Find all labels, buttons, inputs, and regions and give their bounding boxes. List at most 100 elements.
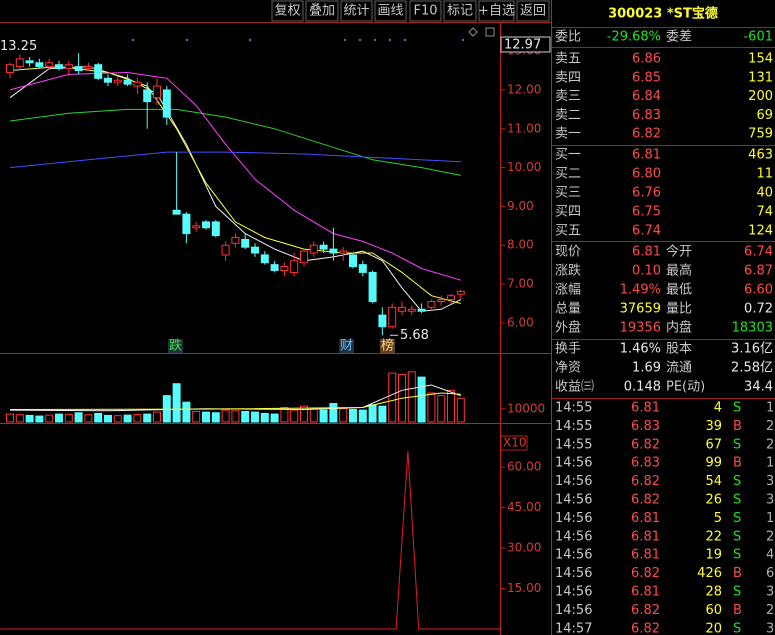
row-price: 6.83	[632, 108, 661, 123]
volume-bar	[260, 412, 269, 423]
trade-volume: 20	[705, 621, 722, 635]
row-label: 换手	[555, 342, 581, 357]
volume-bar	[339, 408, 348, 423]
trade-time: 14:56	[555, 585, 592, 600]
candle-body	[456, 290, 465, 295]
event-label[interactable]: 财	[340, 339, 353, 354]
row-label: 卖一	[555, 127, 581, 142]
volume-bar	[309, 408, 318, 423]
trade-volume: 426	[697, 566, 722, 581]
event-label[interactable]: 榜	[381, 338, 394, 354]
row-price: 6.75	[632, 205, 661, 220]
row-label: 卖五	[555, 52, 581, 67]
trade-price: 6.81	[631, 585, 660, 600]
row-value: 0.148	[624, 380, 661, 395]
toolbar-label[interactable]: 返回	[520, 4, 546, 19]
toolbar-button[interactable]	[443, 0, 477, 22]
event-box[interactable]	[339, 339, 354, 353]
row-label: PE(动)	[666, 380, 705, 395]
toolbar-label[interactable]: 画线	[377, 4, 403, 19]
y-tick-label: 60.00	[507, 460, 541, 474]
volume-bar	[74, 412, 83, 423]
candle-body	[290, 260, 299, 273]
toolbar-button[interactable]	[409, 0, 442, 22]
trade-side: S	[733, 511, 741, 526]
low-label: 5.68	[400, 328, 429, 343]
toolbar-label[interactable]: 统计	[343, 4, 369, 19]
volume-bar	[241, 410, 250, 423]
row-volume: 40	[756, 186, 773, 201]
toolbar-label[interactable]: +自选	[478, 4, 515, 19]
row-label: 委比	[555, 30, 581, 45]
toolbar-button[interactable]	[305, 0, 339, 22]
toolbar-button[interactable]	[478, 0, 515, 22]
toolbar-button[interactable]	[374, 0, 407, 22]
row-label: 卖三	[555, 89, 581, 104]
diamond-icon[interactable]	[468, 27, 478, 37]
trade-time: 14:56	[555, 529, 592, 544]
row-volume: 74	[756, 205, 773, 220]
event-box[interactable]	[168, 339, 183, 353]
event-label[interactable]: 跌	[169, 338, 182, 354]
candle-body	[368, 271, 377, 303]
row-volume: 11	[756, 167, 773, 182]
y-tick-label: 12.00	[507, 82, 541, 96]
row-label: 总量	[555, 302, 581, 317]
ma-line	[9, 108, 461, 176]
volume-bar	[94, 412, 103, 423]
y-tick-label: 7.00	[507, 277, 534, 291]
candle-body	[182, 213, 191, 235]
trade-count: 2	[766, 419, 774, 434]
event-box[interactable]	[380, 339, 395, 353]
row-label: 委差	[666, 30, 692, 45]
candle-body	[270, 264, 279, 271]
candle-body	[35, 62, 44, 68]
volume-bar	[231, 410, 240, 423]
candle-body	[329, 248, 338, 254]
row-value: 6.60	[744, 283, 773, 298]
toolbar-button[interactable]	[516, 0, 550, 22]
volume-bar	[113, 415, 122, 423]
candle-body	[280, 266, 289, 271]
toolbar-button[interactable]	[271, 0, 304, 22]
row-label: 买五	[555, 224, 581, 239]
volume-bar	[133, 414, 142, 423]
y-tick-label: 10000	[507, 401, 545, 415]
trade-count: 1	[766, 456, 774, 471]
row-volume: 759	[748, 127, 773, 142]
row-label: 净资	[555, 361, 581, 376]
high-label: 13.25	[0, 39, 37, 54]
trade-volume: 22	[705, 529, 722, 544]
toolbar-label[interactable]: 叠加	[309, 4, 335, 19]
y-tick-label: 15.00	[507, 581, 541, 595]
volume-bar	[319, 409, 328, 423]
toolbar-label[interactable]: F10	[413, 4, 437, 19]
candle-body	[427, 301, 436, 308]
candle-body	[447, 295, 455, 301]
row-label: 涨幅	[555, 283, 581, 298]
trade-side: B	[733, 419, 742, 434]
row-label: 外盘	[555, 320, 581, 336]
box-icon[interactable]	[485, 27, 495, 37]
trade-time: 14:56	[555, 511, 592, 526]
volume-bar	[64, 413, 73, 423]
trade-volume: 99	[705, 456, 722, 471]
y-tick-label: 8.00	[507, 238, 534, 252]
toolbar-button[interactable]	[340, 0, 373, 22]
trade-count: 3	[766, 585, 774, 600]
toolbar-label[interactable]: 复权	[274, 3, 300, 19]
trade-side: S	[733, 585, 741, 600]
toolbar-label[interactable]: 标记	[447, 4, 473, 19]
y-tick-label: 9.00	[507, 199, 534, 213]
trade-side: S	[733, 401, 741, 416]
trade-time: 14:56	[555, 456, 592, 471]
volume-bar	[104, 414, 112, 423]
candle-body	[407, 308, 416, 312]
candle-body	[153, 85, 161, 99]
candle-body	[202, 221, 210, 229]
row-label: 量比	[666, 302, 692, 317]
candle-body	[84, 66, 93, 70]
trade-price: 6.82	[631, 474, 660, 489]
